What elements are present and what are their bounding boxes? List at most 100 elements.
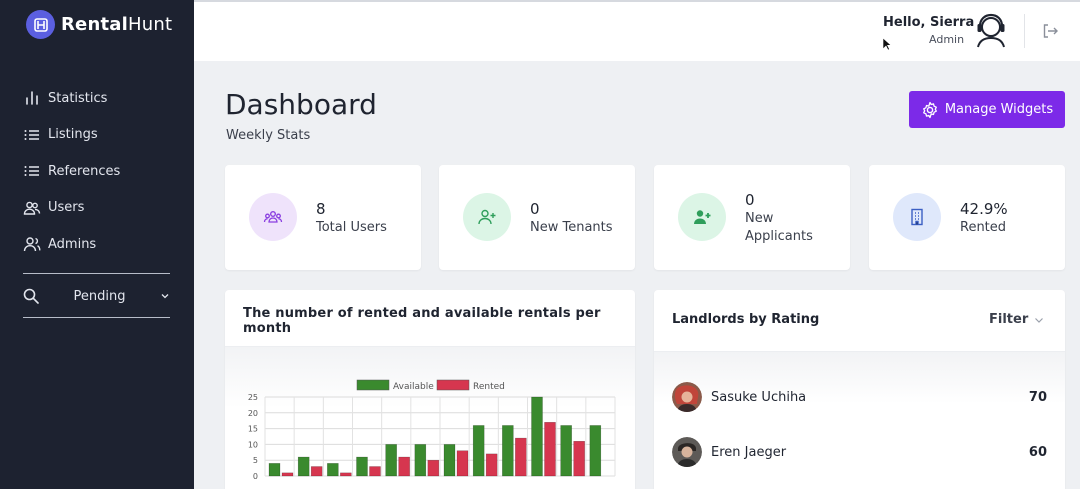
legend-swatch [356,379,390,391]
manage-widgets-label: Manage Widgets [944,102,1054,117]
bar-rented [515,437,527,477]
sidebar-item-label: Users [48,200,85,216]
page-subtitle: Weekly Stats [226,128,311,143]
gear-icon [922,101,937,118]
legend-label: Available [393,382,434,392]
sidebar: RentalHunt Statistics Listings Reference… [0,0,194,489]
bar-rented [544,422,556,477]
bar-rented [340,472,352,477]
landlord-name: Eren Jaeger [711,444,787,460]
bar-available [472,425,485,477]
sidebar-item-label: Listings [48,127,98,143]
bar-rented [573,440,585,477]
sidebar-nav: Statistics Listings References Users Adm… [23,80,173,263]
landlord-score: 70 [1028,389,1047,405]
filter-label: Filter [989,312,1029,327]
chevron-down-icon [1035,317,1044,323]
chevron-down-icon [161,294,169,299]
stat-label-line1: New [745,211,774,226]
stat-label: Total Users [316,220,387,235]
filter-dropdown[interactable]: Filter [989,312,1044,327]
avatar [672,437,702,467]
topbar-separator [1024,14,1025,48]
bar-available [268,463,281,477]
y-tick-label: 10 [248,440,258,449]
landlords-card: Landlords by Rating Filter Sasuke Uchiha… [654,290,1065,489]
landlord-name: Sasuke Uchiha [711,389,807,405]
bar-available [560,425,572,477]
user-greeting: Hello, Sierra [883,15,975,30]
bar-available [531,396,543,477]
bar-rented [369,466,381,477]
bar-available [414,444,427,477]
brand[interactable]: RentalHunt [26,10,172,39]
sidebar-item-listings[interactable]: Listings [23,117,173,154]
sidebar-item-label: Statistics [48,90,108,106]
list-icon [24,166,39,177]
landlords-title: Landlords by Rating [672,312,820,327]
list-item[interactable]: Eren Jaeger 60 [672,436,1047,468]
chart-title: The number of rented and available renta… [243,306,601,336]
sidebar-item-label: References [48,163,121,179]
bar-available [502,425,514,477]
admins-icon [23,237,41,252]
bar-rented [485,453,498,477]
y-tick-label: 20 [248,409,258,418]
bar-rented [456,450,469,477]
user-add-icon [678,193,726,241]
rentals-chart-card: The number of rented and available renta… [225,290,635,489]
landlord-score: 60 [1028,444,1047,460]
building-icon [893,193,941,241]
bar-rented [281,472,294,477]
bar-rented [427,459,440,477]
stat-label: Rented [960,220,1007,235]
stat-card-rented: 42.9% Rented [869,165,1065,270]
page-title: Dashboard [225,88,377,121]
users-group-icon [249,193,297,241]
bar-available [356,456,368,477]
bar-rented [310,466,323,477]
logout-icon[interactable] [1041,22,1059,40]
bar-available [327,463,339,477]
sidebar-item-label: Admins [48,236,97,252]
stat-value: 0 [530,200,540,218]
bar-rented [398,456,410,477]
pending-dropdown[interactable]: Pending [23,284,170,308]
rentals-bar-chart: Available Rented 0 5 10 15 20 25 [248,379,616,481]
y-tick-label: 15 [248,425,258,434]
mouse-cursor-icon [882,37,892,51]
stat-label-line2: Applicants [745,229,813,244]
list-icon [24,129,39,140]
avatar[interactable] [974,12,1008,50]
bar-available [297,456,310,477]
stat-value: 0 [745,191,755,209]
user-plus-icon [463,193,511,241]
top-bar: Hello, Sierra Admin [194,0,1080,61]
brand-name: RentalHunt [61,14,173,35]
bar-chart-icon [26,91,38,106]
manage-widgets-button[interactable]: Manage Widgets [909,91,1065,128]
sidebar-item-admins[interactable]: Admins [23,226,173,263]
bar-available [589,425,602,477]
chart-area: Available Rented 0 5 10 15 20 25 [225,346,635,489]
avatar [672,382,702,412]
stat-card-new-applicants: 0 New Applicants [654,165,850,270]
sidebar-item-users[interactable]: Users [23,190,173,227]
brand-logo-icon [26,10,55,39]
legend-swatch [436,379,470,391]
bar-available [443,444,456,477]
bar-available [385,444,397,477]
y-tick-label: 5 [253,456,258,465]
legend-label: Rented [473,382,505,392]
stat-card-new-tenants: 0 New Tenants [439,165,635,270]
users-icon [23,201,41,215]
list-item[interactable]: Sasuke Uchiha 70 [672,381,1047,413]
stat-label: New Tenants [530,220,613,235]
sidebar-item-statistics[interactable]: Statistics [23,80,173,117]
landlords-list: Sasuke Uchiha 70 Eren Jaeger 60 [654,351,1065,489]
stat-value: 42.9% [960,200,1008,218]
sidebar-divider [23,273,170,274]
sidebar-item-references[interactable]: References [23,153,173,190]
user-role: Admin [929,33,965,46]
search-icon [23,288,39,304]
